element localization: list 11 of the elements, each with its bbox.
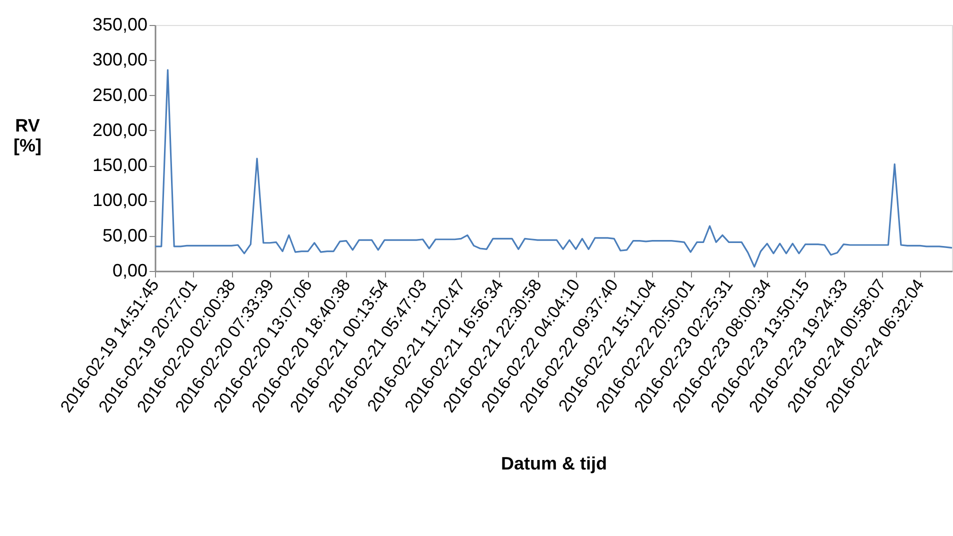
line-series — [154, 69, 953, 268]
y-tick-label: 50,00 — [102, 225, 148, 246]
y-tick-label: 200,00 — [92, 120, 148, 140]
y-tick-label: 100,00 — [92, 190, 148, 210]
y-axis-title: RV [%] — [14, 116, 42, 156]
y-tick-label: 150,00 — [92, 155, 148, 176]
y-tick-label: 250,00 — [92, 84, 148, 105]
y-tick-label: 350,00 — [92, 14, 148, 34]
y-tick-label: 0,00 — [112, 260, 148, 280]
x-axis-title: Datum & tijd — [501, 453, 607, 474]
y-tick-label: 300,00 — [92, 50, 148, 70]
